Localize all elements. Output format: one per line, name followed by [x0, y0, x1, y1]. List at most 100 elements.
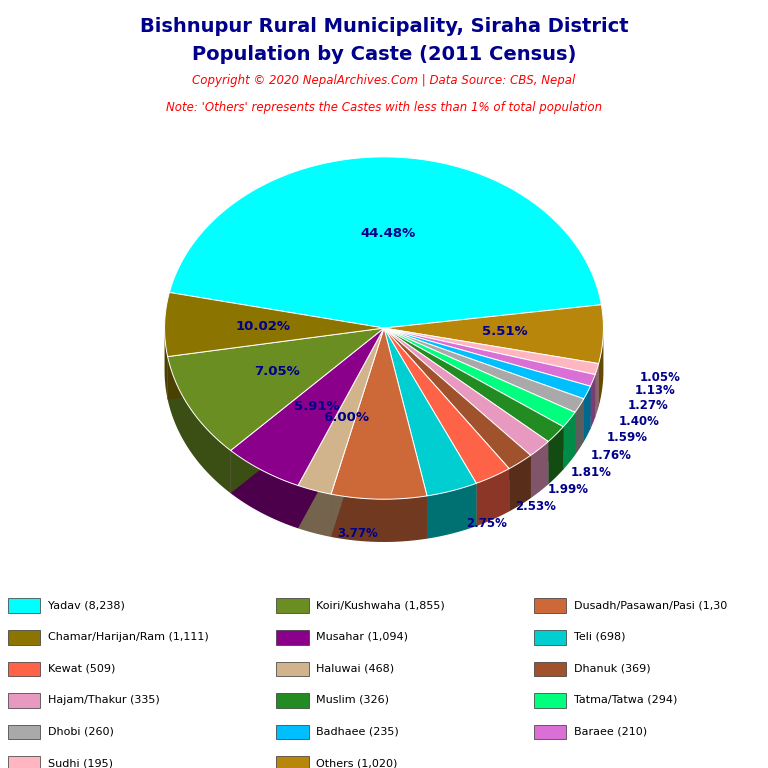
FancyBboxPatch shape: [276, 756, 309, 768]
Text: Hajam/Thakur (335): Hajam/Thakur (335): [48, 695, 160, 705]
Text: 44.48%: 44.48%: [361, 227, 416, 240]
Polygon shape: [384, 328, 531, 468]
Text: Teli (698): Teli (698): [574, 632, 625, 642]
Text: 1.13%: 1.13%: [634, 385, 675, 397]
Text: 2.53%: 2.53%: [515, 500, 556, 513]
Polygon shape: [384, 328, 509, 511]
Text: 1.27%: 1.27%: [628, 399, 669, 412]
Polygon shape: [384, 328, 595, 417]
Text: Yadav (8,238): Yadav (8,238): [48, 601, 124, 611]
Polygon shape: [384, 328, 563, 469]
Polygon shape: [427, 483, 476, 538]
Text: Chamar/Harijan/Ram (1,111): Chamar/Harijan/Ram (1,111): [48, 632, 208, 642]
Polygon shape: [298, 485, 331, 537]
Text: Dhanuk (369): Dhanuk (369): [574, 664, 650, 674]
Text: 1.59%: 1.59%: [607, 432, 647, 445]
Text: Koiri/Kushwaha (1,855): Koiri/Kushwaha (1,855): [316, 601, 445, 611]
Polygon shape: [384, 328, 591, 429]
FancyBboxPatch shape: [276, 725, 309, 740]
Polygon shape: [384, 328, 595, 417]
Polygon shape: [384, 305, 604, 363]
Text: Sudhi (195): Sudhi (195): [48, 758, 113, 768]
FancyBboxPatch shape: [8, 661, 40, 677]
Polygon shape: [384, 328, 563, 442]
Text: 10.02%: 10.02%: [236, 319, 291, 333]
Polygon shape: [575, 399, 584, 455]
Text: 1.99%: 1.99%: [548, 482, 588, 495]
Polygon shape: [230, 328, 384, 485]
FancyBboxPatch shape: [8, 725, 40, 740]
Polygon shape: [230, 451, 298, 528]
Polygon shape: [384, 328, 598, 375]
Polygon shape: [384, 328, 575, 455]
Text: Baraee (210): Baraee (210): [574, 727, 647, 737]
Text: Copyright © 2020 NepalArchives.Com | Data Source: CBS, Nepal: Copyright © 2020 NepalArchives.Com | Dat…: [192, 74, 576, 88]
FancyBboxPatch shape: [276, 693, 309, 708]
FancyBboxPatch shape: [276, 661, 309, 677]
Polygon shape: [167, 328, 384, 399]
Polygon shape: [531, 442, 548, 498]
FancyBboxPatch shape: [534, 661, 566, 677]
Polygon shape: [384, 328, 509, 483]
FancyBboxPatch shape: [8, 756, 40, 768]
Polygon shape: [384, 328, 598, 406]
Text: 6.00%: 6.00%: [323, 411, 369, 424]
Polygon shape: [384, 328, 591, 399]
Polygon shape: [384, 328, 584, 412]
Polygon shape: [384, 328, 476, 496]
Polygon shape: [584, 386, 591, 442]
Polygon shape: [591, 375, 595, 429]
Polygon shape: [384, 328, 548, 485]
Text: Bishnupur Rural Municipality, Siraha District: Bishnupur Rural Municipality, Siraha Dis…: [140, 17, 628, 36]
Polygon shape: [384, 328, 548, 485]
Polygon shape: [384, 328, 598, 406]
Polygon shape: [548, 427, 563, 485]
Text: 3.77%: 3.77%: [337, 527, 378, 540]
FancyBboxPatch shape: [534, 725, 566, 740]
Polygon shape: [384, 328, 427, 538]
Text: 5.51%: 5.51%: [482, 325, 528, 338]
Polygon shape: [384, 328, 548, 455]
Polygon shape: [563, 412, 575, 469]
Polygon shape: [384, 328, 427, 538]
Text: Haluwai (468): Haluwai (468): [316, 664, 395, 674]
Polygon shape: [384, 328, 591, 429]
Polygon shape: [298, 328, 384, 528]
Text: Note: 'Others' represents the Castes with less than 1% of total population: Note: 'Others' represents the Castes wit…: [166, 101, 602, 114]
Text: 2.75%: 2.75%: [465, 517, 507, 530]
Polygon shape: [167, 328, 384, 399]
Text: 1.81%: 1.81%: [571, 466, 612, 479]
Polygon shape: [384, 328, 575, 427]
Polygon shape: [509, 455, 531, 511]
Polygon shape: [384, 328, 584, 442]
Polygon shape: [170, 157, 601, 328]
Polygon shape: [595, 363, 598, 417]
Text: 7.05%: 7.05%: [254, 366, 300, 378]
Polygon shape: [384, 328, 584, 442]
Polygon shape: [384, 328, 575, 455]
Polygon shape: [164, 293, 384, 356]
Text: Others (1,020): Others (1,020): [316, 758, 398, 768]
Polygon shape: [164, 328, 167, 399]
Text: 1.05%: 1.05%: [640, 371, 680, 384]
Polygon shape: [384, 328, 531, 498]
Polygon shape: [384, 328, 563, 469]
Text: Dusadh/Pasawan/Pasi (1,30: Dusadh/Pasawan/Pasi (1,30: [574, 601, 727, 611]
Polygon shape: [298, 328, 384, 494]
Polygon shape: [331, 328, 384, 537]
Text: 1.76%: 1.76%: [591, 449, 631, 462]
FancyBboxPatch shape: [8, 630, 40, 644]
Text: Population by Caste (2011 Census): Population by Caste (2011 Census): [192, 45, 576, 64]
FancyBboxPatch shape: [534, 630, 566, 644]
Text: Musahar (1,094): Musahar (1,094): [316, 632, 409, 642]
Polygon shape: [230, 328, 384, 493]
Text: 1.40%: 1.40%: [619, 415, 660, 428]
Polygon shape: [167, 356, 230, 493]
FancyBboxPatch shape: [8, 693, 40, 708]
Polygon shape: [230, 328, 384, 493]
FancyBboxPatch shape: [276, 630, 309, 644]
Text: Muslim (326): Muslim (326): [316, 695, 389, 705]
FancyBboxPatch shape: [534, 598, 566, 613]
Polygon shape: [331, 328, 427, 499]
Polygon shape: [384, 328, 531, 498]
